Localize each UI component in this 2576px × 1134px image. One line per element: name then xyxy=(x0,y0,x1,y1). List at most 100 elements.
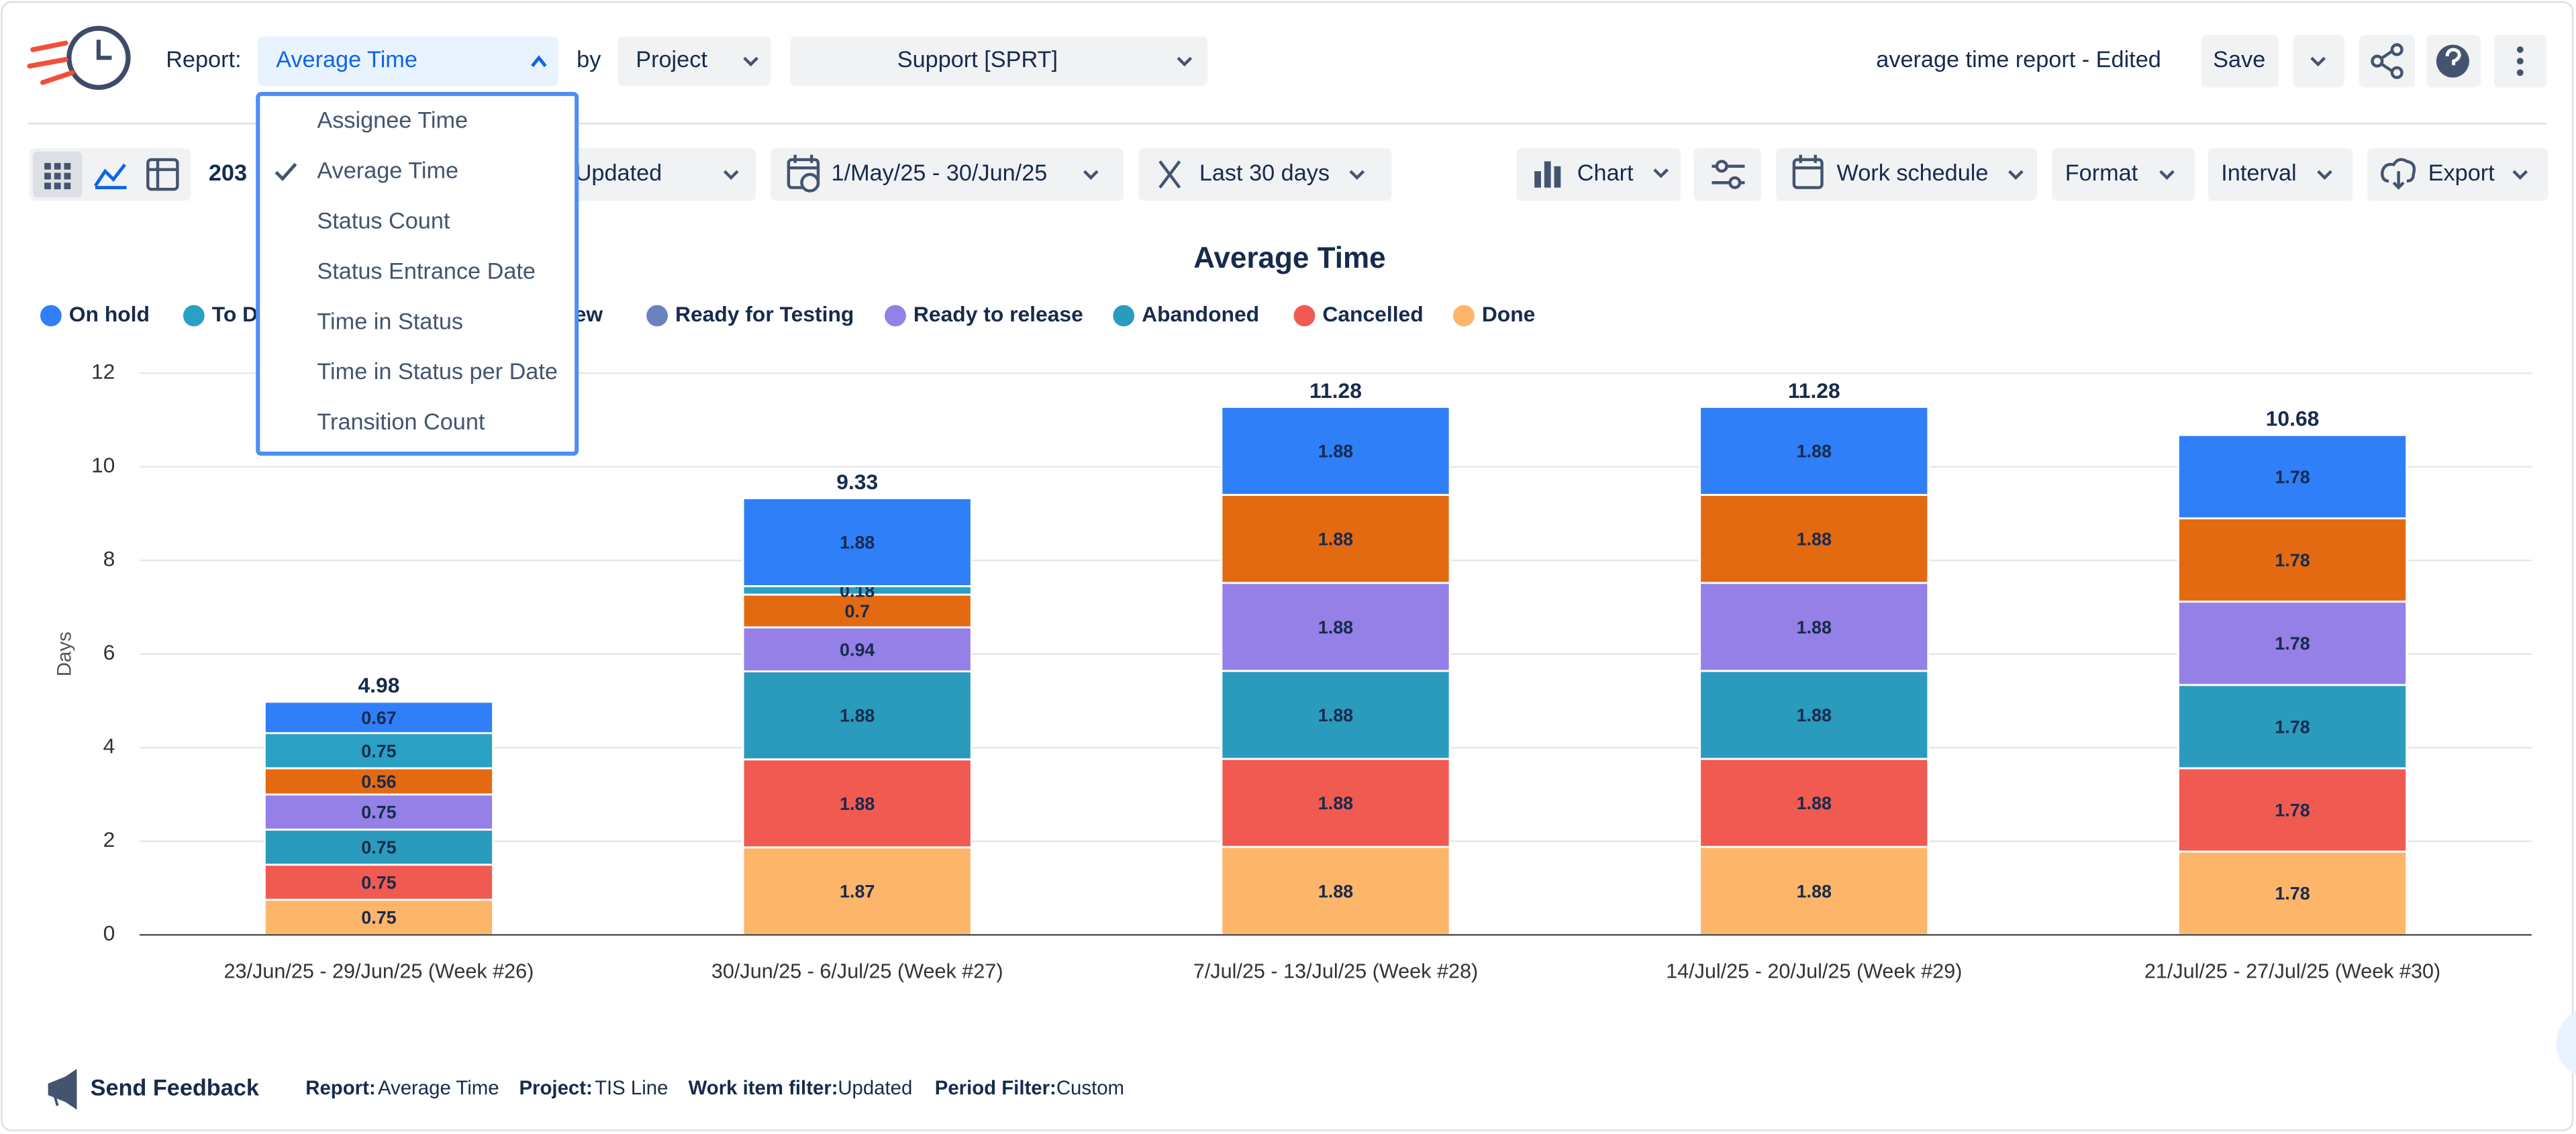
segment-label: 1.78 xyxy=(2275,550,2310,570)
x-tick-label: 14/Jul/25 - 20/Jul/25 (Week #29) xyxy=(1666,960,1962,983)
legend-swatch xyxy=(885,305,906,327)
group-select[interactable] xyxy=(617,36,771,86)
filter-value[interactable]: Updated xyxy=(575,160,662,186)
period-select[interactable] xyxy=(1138,148,1392,201)
export-icon xyxy=(2380,158,2416,190)
legend-swatch xyxy=(40,305,62,327)
menu-item[interactable] xyxy=(261,147,574,197)
report-select-value[interactable]: Average Time xyxy=(276,47,417,72)
settings-button[interactable] xyxy=(1693,148,1761,201)
legend-label[interactable]: On hold xyxy=(69,302,150,326)
format-select[interactable] xyxy=(2052,148,2195,201)
footer-value: Updated xyxy=(838,1077,912,1099)
project-select[interactable] xyxy=(790,36,1208,86)
report-select[interactable] xyxy=(258,36,559,86)
legend-label[interactable]: Ready to release xyxy=(913,302,1083,326)
y-tick-label: 6 xyxy=(103,640,115,664)
menu-item-label[interactable]: Status Count xyxy=(317,209,450,234)
bar-segment xyxy=(263,898,495,936)
footer-value: Custom xyxy=(1056,1077,1124,1099)
bar-segment xyxy=(742,497,973,588)
legend-label[interactable]: Done xyxy=(1482,302,1536,326)
menu-item-label[interactable]: Time in Status xyxy=(317,309,463,334)
feedback-link[interactable]: Send Feedback xyxy=(91,1075,260,1100)
footer-label: Period Filter: xyxy=(935,1077,1056,1099)
menu-item[interactable] xyxy=(261,97,574,147)
bar-segment xyxy=(1220,758,1451,848)
report-name: average time report - Edited xyxy=(1876,47,2161,72)
sliders-icon xyxy=(1712,160,1745,189)
bar-segment xyxy=(742,593,973,629)
report-label: Report: xyxy=(166,47,241,72)
menu-item-label[interactable]: Average Time xyxy=(317,158,458,184)
chart-view-icon[interactable] xyxy=(93,163,127,190)
y-tick-label: 8 xyxy=(103,547,115,571)
menu-item[interactable] xyxy=(261,399,574,448)
export-select[interactable] xyxy=(2367,148,2548,201)
segment-label: 1.78 xyxy=(2275,801,2310,821)
segment-label: 1.78 xyxy=(2275,633,2310,654)
segment-label: 0.75 xyxy=(361,803,396,823)
feedback-icon xyxy=(48,1069,77,1110)
menu-item[interactable] xyxy=(261,197,574,248)
bar-segment xyxy=(263,767,495,796)
save-label[interactable]: Save xyxy=(2213,47,2265,72)
menu-item[interactable] xyxy=(261,298,574,348)
legend-swatch xyxy=(183,305,205,327)
bar-segment xyxy=(2177,684,2408,770)
share-button[interactable] xyxy=(2359,34,2416,88)
menu-item-label[interactable]: Assignee Time xyxy=(317,108,468,134)
format-value[interactable]: Format xyxy=(2065,160,2138,186)
menu-item-label[interactable]: Time in Status per Date xyxy=(317,359,558,384)
menu-item[interactable] xyxy=(261,248,574,298)
project-select-value[interactable]: Support [SPRT] xyxy=(897,47,1058,72)
menu-item-label[interactable]: Status Entrance Date xyxy=(317,258,536,284)
help-bubble[interactable] xyxy=(2556,1007,2576,1080)
export-value[interactable]: Export xyxy=(2428,160,2495,186)
y-tick-label: 2 xyxy=(103,827,115,852)
segment-label: 0.75 xyxy=(361,908,396,928)
bar-segment xyxy=(263,732,495,770)
chevron xyxy=(2317,170,2332,181)
x-tick-label: 21/Jul/25 - 27/Jul/25 (Week #30) xyxy=(2144,960,2440,983)
segment-label: 1.88 xyxy=(1797,793,1832,813)
total-label: 10.68 xyxy=(2266,407,2320,431)
bar-segment xyxy=(263,701,495,735)
bar-segment xyxy=(263,828,495,866)
work-schedule-value[interactable]: Work schedule xyxy=(1837,160,1989,186)
legend-label[interactable]: Ready for Testing xyxy=(675,302,854,326)
logo xyxy=(27,25,131,90)
menu-item-label[interactable]: Transition Count xyxy=(317,409,485,435)
date-range-select[interactable] xyxy=(770,148,1124,201)
legend-swatch xyxy=(1452,305,1475,327)
segment-label: 0.67 xyxy=(361,708,396,728)
chevron xyxy=(2512,170,2528,181)
total-label: 11.28 xyxy=(1788,378,1840,403)
menu-item[interactable] xyxy=(261,348,574,398)
save-menu-button[interactable] xyxy=(2293,34,2344,88)
segment-label: 1.88 xyxy=(1318,705,1353,725)
interval-value[interactable]: Interval xyxy=(2221,160,2296,186)
more-icon xyxy=(2516,46,2524,76)
total-label: 4.98 xyxy=(358,673,399,697)
period-value[interactable]: Last 30 days xyxy=(1199,160,1330,186)
legend-swatch xyxy=(1113,305,1135,327)
save-button[interactable] xyxy=(2201,34,2279,88)
pivot-view-icon[interactable] xyxy=(146,158,179,191)
grid-icon xyxy=(44,162,71,190)
bar-segment xyxy=(2177,433,2408,519)
bar-segment xyxy=(263,793,495,831)
legend-label[interactable]: Abandoned xyxy=(1142,302,1259,326)
chart-icon xyxy=(1534,161,1561,188)
group-select-value[interactable]: Project xyxy=(636,47,707,72)
segment-label: 1.78 xyxy=(2275,884,2310,904)
segment-label: 1.88 xyxy=(1797,617,1832,637)
chart-value[interactable]: Chart xyxy=(1577,160,1634,186)
footer-value: Average Time xyxy=(378,1077,499,1099)
interval-select[interactable] xyxy=(2208,148,2353,201)
work-schedule-select[interactable] xyxy=(1775,148,2038,201)
legend-label[interactable]: Cancelled xyxy=(1322,302,1423,326)
date-range-value[interactable]: 1/May/25 - 30/Jun/25 xyxy=(832,160,1048,186)
